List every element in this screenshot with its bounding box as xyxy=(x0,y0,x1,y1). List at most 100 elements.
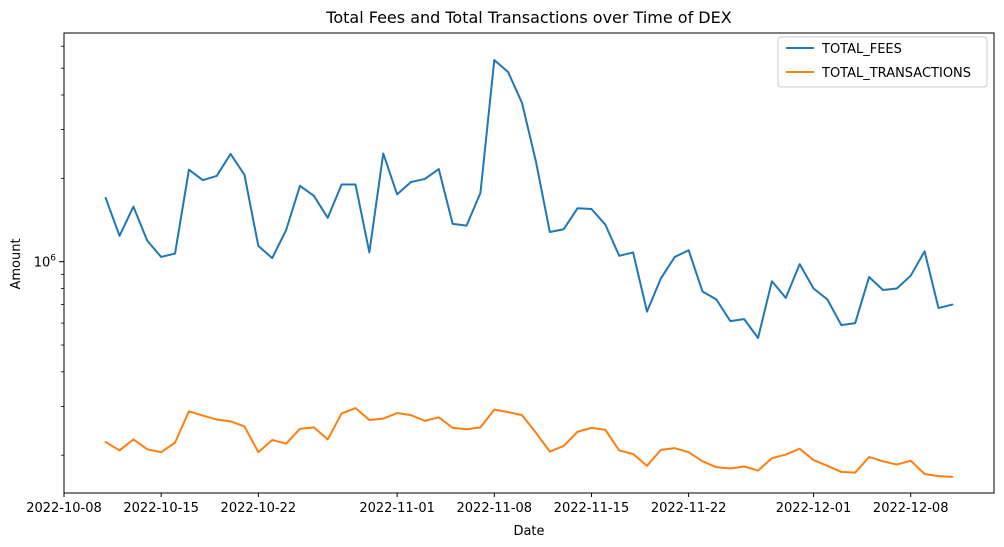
data-point-total-transactions xyxy=(548,450,551,453)
data-point-total-transactions xyxy=(895,463,898,466)
x-tick-label: 2022-12-08 xyxy=(873,501,949,516)
data-point-total-transactions xyxy=(229,420,232,423)
data-point-total-fees xyxy=(271,257,274,260)
data-point-total-transactions xyxy=(590,426,593,429)
data-point-total-transactions xyxy=(770,457,773,460)
data-point-total-fees xyxy=(215,174,218,177)
data-point-total-transactions xyxy=(604,428,607,431)
data-point-total-transactions xyxy=(243,425,246,428)
data-point-total-transactions xyxy=(326,438,329,441)
data-point-total-fees xyxy=(534,160,537,163)
x-tick-label: 2022-11-15 xyxy=(554,501,630,516)
data-point-total-transactions xyxy=(215,418,218,421)
data-point-total-fees xyxy=(909,274,912,277)
data-point-total-transactions xyxy=(659,448,662,451)
data-point-total-fees xyxy=(354,183,357,186)
series-line-total-transactions xyxy=(104,407,954,478)
data-point-total-fees xyxy=(618,254,621,257)
x-tick-label: 2022-10-22 xyxy=(221,501,297,516)
data-point-total-fees xyxy=(701,290,704,293)
data-point-total-fees xyxy=(562,228,565,231)
data-point-total-fees xyxy=(576,207,579,210)
data-point-total-fees xyxy=(368,251,371,254)
data-point-total-transactions xyxy=(937,475,940,478)
data-point-total-transactions xyxy=(645,464,648,467)
data-point-total-transactions xyxy=(410,414,413,417)
data-point-total-fees xyxy=(868,276,871,279)
data-point-total-transactions xyxy=(812,459,815,462)
data-point-total-transactions xyxy=(201,414,204,417)
data-point-total-transactions xyxy=(632,452,635,455)
data-point-total-transactions xyxy=(868,455,871,458)
data-point-total-fees xyxy=(895,287,898,290)
data-point-total-transactions xyxy=(160,451,163,454)
data-point-total-transactions xyxy=(576,430,579,433)
data-point-total-fees xyxy=(437,168,440,171)
data-point-total-fees xyxy=(798,263,801,266)
data-point-total-fees xyxy=(632,251,635,254)
data-point-total-transactions xyxy=(854,471,857,474)
data-point-total-fees xyxy=(423,177,426,180)
legend-box xyxy=(777,36,988,88)
data-point-total-transactions xyxy=(368,418,371,421)
data-point-total-fees xyxy=(146,239,149,242)
x-axis-label: Date xyxy=(513,524,544,539)
data-point-total-transactions xyxy=(298,427,301,430)
data-point-total-fees xyxy=(312,194,315,197)
data-point-total-transactions xyxy=(826,464,829,467)
data-point-total-fees xyxy=(687,249,690,252)
data-point-total-fees xyxy=(160,255,163,258)
data-point-total-transactions xyxy=(534,431,537,434)
data-point-total-fees xyxy=(243,173,246,176)
data-point-total-transactions xyxy=(174,441,177,444)
data-point-total-fees xyxy=(770,280,773,283)
data-point-total-transactions xyxy=(382,417,385,420)
data-point-total-transactions xyxy=(479,426,482,429)
data-point-total-fees xyxy=(729,320,732,323)
data-point-total-transactions xyxy=(423,419,426,422)
x-tick-label: 2022-12-01 xyxy=(776,501,852,516)
data-point-total-transactions xyxy=(798,447,801,450)
data-point-total-transactions xyxy=(451,426,454,429)
data-point-total-transactions xyxy=(132,438,135,441)
data-point-total-fees xyxy=(229,152,232,155)
data-point-total-fees xyxy=(951,303,954,306)
data-point-total-fees xyxy=(923,250,926,253)
data-point-total-transactions xyxy=(521,414,524,417)
data-point-total-transactions xyxy=(784,453,787,456)
data-point-total-fees xyxy=(757,337,760,340)
data-point-total-fees xyxy=(715,298,718,301)
data-point-total-fees xyxy=(826,298,829,301)
legend-label-total-fees: TOTAL_FEES xyxy=(821,42,902,57)
x-tick-label: 2022-11-22 xyxy=(651,501,727,516)
data-point-total-fees xyxy=(812,287,815,290)
data-point-total-transactions xyxy=(757,469,760,472)
data-point-total-transactions xyxy=(743,465,746,468)
data-point-total-fees xyxy=(521,102,524,105)
data-point-total-transactions xyxy=(146,448,149,451)
y-tick-label: 106 xyxy=(34,254,57,271)
data-point-total-transactions xyxy=(562,444,565,447)
data-point-total-fees xyxy=(340,183,343,186)
data-point-total-fees xyxy=(548,231,551,234)
data-point-total-transactions xyxy=(104,441,107,444)
series-total-fees xyxy=(104,59,954,340)
data-point-total-fees xyxy=(604,223,607,226)
data-point-total-fees xyxy=(104,196,107,199)
data-point-total-fees xyxy=(784,296,787,299)
series-layer xyxy=(104,59,954,478)
data-point-total-fees xyxy=(659,277,662,280)
x-tick-label: 2022-11-01 xyxy=(359,501,435,516)
data-point-total-transactions xyxy=(187,410,190,413)
data-point-total-transactions xyxy=(701,460,704,463)
data-point-total-transactions xyxy=(923,473,926,476)
data-point-total-fees xyxy=(479,192,482,195)
data-point-total-transactions xyxy=(285,442,288,445)
data-point-total-transactions xyxy=(673,447,676,450)
data-point-total-transactions xyxy=(687,451,690,454)
x-tick-label: 2022-10-08 xyxy=(26,501,102,516)
data-point-total-fees xyxy=(854,322,857,325)
data-point-total-transactions xyxy=(840,470,843,473)
chart-title: Total Fees and Total Transactions over T… xyxy=(325,8,731,27)
